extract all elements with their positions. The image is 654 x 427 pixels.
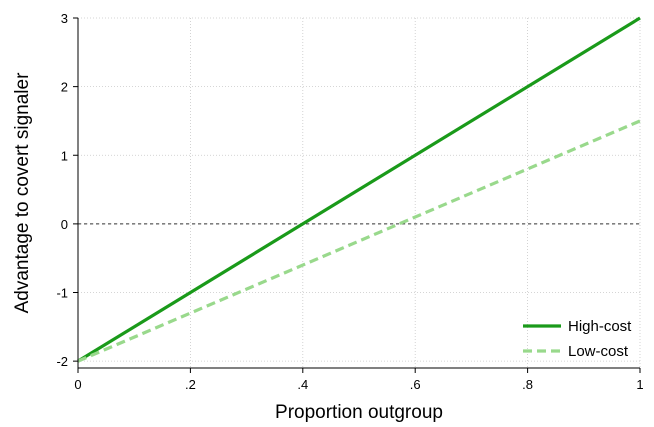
series-line-high-cost (77, 16, 641, 363)
x-tick-label: .2 (185, 377, 196, 392)
series-line-low-cost (77, 119, 641, 363)
x-tick-label: 1 (636, 377, 643, 392)
y-tick-label: 1 (61, 148, 68, 163)
x-tick-label: .6 (410, 377, 421, 392)
axes (77, 18, 640, 369)
y-axis-title: Advantage to covert signaler (12, 72, 33, 313)
x-tick-label: .8 (522, 377, 533, 392)
y-tick-label: -2 (56, 354, 68, 369)
y-tick-label: 3 (61, 11, 68, 26)
y-tick-label: 2 (61, 80, 68, 95)
series-lines (77, 16, 641, 363)
legend-label: High-cost (568, 318, 632, 335)
x-axis-title: Proportion outgroup (275, 402, 443, 423)
x-ticks: 0 .2 .4 .6 .8 1 (74, 368, 644, 392)
y-ticks: -2 -1 0 1 2 3 (56, 11, 78, 369)
y-tick-label: 0 (61, 217, 68, 232)
x-tick-label: .4 (297, 377, 308, 392)
legend-label: Low-cost (568, 343, 629, 360)
legend: High-cost Low-cost (523, 318, 632, 360)
y-tick-label: -1 (56, 286, 68, 301)
x-tick-label: 0 (74, 377, 81, 392)
